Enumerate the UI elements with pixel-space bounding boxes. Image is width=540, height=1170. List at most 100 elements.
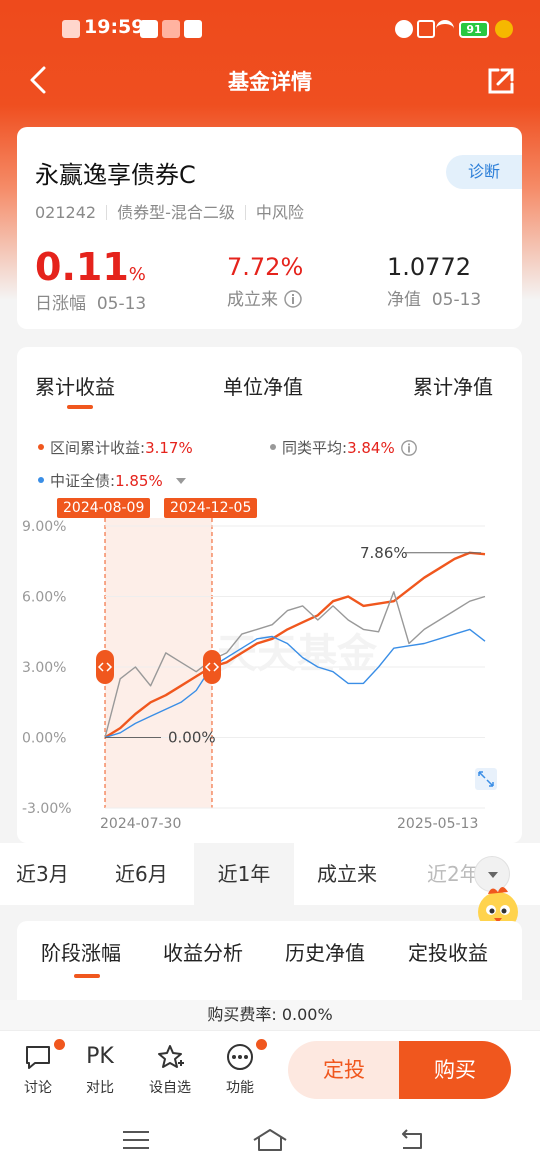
divider xyxy=(106,205,108,220)
system-nav-bar xyxy=(0,1110,540,1170)
legend-dot xyxy=(270,444,276,450)
chart-tabs: 累计收益 单位净值 累计净值 xyxy=(17,371,522,411)
app-notify-icon-3 xyxy=(184,20,202,38)
period-tabs: 近3月 近6月 近1年 成立来 近2年 xyxy=(0,843,540,905)
functions-button[interactable]: 功能 xyxy=(215,1039,267,1097)
info-icon[interactable] xyxy=(400,439,418,457)
y-tick-label: 9.00% xyxy=(22,519,66,535)
nav-label: 净值 xyxy=(387,290,421,310)
tab-6-months[interactable]: 近6月 xyxy=(115,862,168,886)
fund-code: 021242 xyxy=(35,203,97,222)
chat-bubble-icon xyxy=(26,1046,50,1069)
legend-index-label: 中证全债: xyxy=(50,472,116,490)
buy-button[interactable]: 购买 xyxy=(399,1041,511,1099)
return-chart[interactable]: 9.00% 6.00% 3.00% 0.00% -3.00% 天天基金 7.86% 0.00% xyxy=(17,500,507,816)
legend-index[interactable]: 中证全债:1.85% xyxy=(38,470,188,491)
battery-icon: 91 xyxy=(459,21,489,38)
expand-icon[interactable] xyxy=(475,768,497,790)
legend-fund: 区间累计收益:3.17% xyxy=(38,437,193,458)
tab-1-year[interactable]: 近1年 xyxy=(194,843,294,905)
star-plus-icon xyxy=(158,1045,184,1068)
tab-return-analysis[interactable]: 收益分析 xyxy=(163,941,243,965)
legend-peer: 同类平均:3.84% xyxy=(270,437,418,458)
compare-button[interactable]: PK 对比 xyxy=(75,1043,125,1097)
nav-date: 05-13 xyxy=(431,290,482,310)
nav-value: 1.0772 xyxy=(387,253,471,281)
selection-region xyxy=(105,518,212,808)
share-icon[interactable] xyxy=(484,64,518,98)
since-inception-stat: 7.72% 成立来 xyxy=(227,253,303,310)
wifi-icon xyxy=(436,20,454,38)
fund-summary-card: 永赢逸享债券C 诊断 021242 债券型-混合二级 中风险 0.11% 日涨幅 0… xyxy=(17,127,522,329)
legend-dot xyxy=(38,444,44,450)
zero-annotation-label: 0.00% xyxy=(168,729,216,747)
since-inception-label: 成立来 xyxy=(227,290,278,310)
fixed-invest-button[interactable]: 定投 xyxy=(288,1041,400,1099)
series-line-0 xyxy=(104,551,486,739)
tab-period-gain[interactable]: 阶段涨幅 xyxy=(41,941,121,965)
selection-start-handle[interactable] xyxy=(96,650,114,684)
divider xyxy=(244,205,246,220)
active-tab-indicator xyxy=(67,405,93,409)
status-time: 19:59 xyxy=(84,16,145,38)
active-section-indicator xyxy=(74,974,100,978)
notification-badge xyxy=(256,1039,267,1050)
selection-end-handle[interactable] xyxy=(203,650,221,684)
max-annotation-label: 7.86% xyxy=(360,544,408,562)
diagnose-button[interactable]: 诊断 xyxy=(446,155,522,189)
fund-name: 永赢逸享债券C xyxy=(35,161,196,189)
alarm-icon xyxy=(395,20,413,38)
series-line-1 xyxy=(104,591,486,738)
daily-change-value: 0.11 xyxy=(35,245,129,289)
nav-bar: 基金详情 xyxy=(0,52,540,108)
x-end-label: 2025-05-13 xyxy=(397,816,479,832)
expand-arrows-icon xyxy=(478,771,494,787)
chart-card: 累计收益 单位净值 累计净值 xyxy=(17,347,522,843)
y-tick-label: -3.00% xyxy=(22,801,72,816)
y-tick-label: 6.00% xyxy=(22,590,66,606)
tab-cumulative-return[interactable]: 累计收益 xyxy=(35,375,115,399)
tab-fixed-invest-return[interactable]: 定投收益 xyxy=(408,941,488,965)
discuss-label: 讨论 xyxy=(24,1080,52,1096)
tab-nav-history[interactable]: 历史净值 xyxy=(285,941,365,965)
more-dots-icon xyxy=(227,1044,253,1070)
info-icon[interactable] xyxy=(283,289,303,309)
daily-change-unit: % xyxy=(128,264,146,285)
legend-dot xyxy=(38,477,44,483)
daily-change-stat: 0.11% 日涨幅 05-13 xyxy=(35,245,146,314)
dropdown-triangle-icon[interactable] xyxy=(174,476,188,486)
watermark: 天天基金 xyxy=(217,631,378,677)
daily-change-label: 日涨幅 xyxy=(35,294,86,314)
fund-meta: 021242 债券型-混合二级 中风险 xyxy=(35,199,304,223)
charging-icon xyxy=(495,20,513,38)
tab-unit-nav[interactable]: 单位净值 xyxy=(223,375,303,399)
section-card: 阶段涨幅 收益分析 历史净值 定投收益 xyxy=(17,921,522,1001)
purchase-fee: 购买费率: 0.00% xyxy=(0,1000,540,1030)
legend-peer-value: 3.84% xyxy=(347,439,395,457)
functions-label: 功能 xyxy=(226,1080,254,1096)
add-watchlist-button[interactable]: 设自选 xyxy=(145,1043,195,1097)
x-start-label: 2024-07-30 xyxy=(100,816,182,832)
legend-fund-value: 3.17% xyxy=(145,439,193,457)
discuss-button[interactable]: 讨论 xyxy=(13,1039,65,1097)
compare-label: 对比 xyxy=(86,1080,114,1096)
back-nav-icon[interactable] xyxy=(397,1128,427,1152)
legend-peer-label: 同类平均: xyxy=(282,439,348,457)
tab-2-years[interactable]: 近2年 xyxy=(427,862,480,886)
tab-3-months[interactable]: 近3月 xyxy=(16,862,69,886)
menu-icon[interactable] xyxy=(121,1128,151,1152)
tab-since-inception[interactable]: 成立来 xyxy=(317,862,377,886)
legend-fund-label: 区间累计收益: xyxy=(50,439,146,457)
tab-cumulative-nav[interactable]: 累计净值 xyxy=(413,375,493,399)
notification-icon xyxy=(62,20,80,38)
selection-start-chip: 2024-08-09 xyxy=(57,498,151,518)
home-icon[interactable] xyxy=(252,1128,288,1152)
back-arrow-icon[interactable] xyxy=(24,62,56,98)
status-bar: 19:59 91 xyxy=(0,14,540,46)
fund-risk: 中风险 xyxy=(255,203,304,222)
watchlist-label: 设自选 xyxy=(149,1080,191,1096)
notification-badge xyxy=(54,1039,65,1050)
legend-index-value: 1.85% xyxy=(115,472,163,490)
fund-type: 债券型-混合二级 xyxy=(117,203,235,222)
drag-arrows-icon xyxy=(97,662,113,672)
